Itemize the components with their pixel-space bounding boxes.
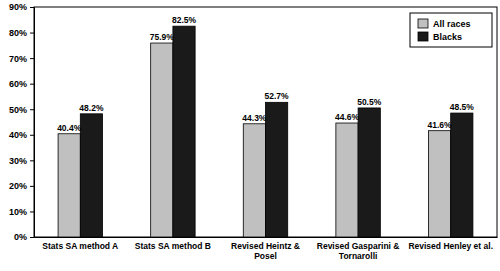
data-label: 82.5% <box>172 15 197 25</box>
plot: 0% 10% 20% 30% 40% 50% 60% 70% 80% 90% Stats SA me… <box>9 2 498 261</box>
bars <box>58 26 473 237</box>
bar <box>428 131 450 237</box>
y-tick-label: 0% <box>14 232 27 242</box>
x-tick: Revised Heintz &Posel <box>231 237 300 261</box>
plot-frame <box>34 7 497 237</box>
data-label: 41.6% <box>428 120 453 130</box>
bar <box>243 124 265 237</box>
y-tick: 0% <box>14 232 34 242</box>
data-label: 48.5% <box>450 102 475 112</box>
legend-swatch <box>418 32 428 41</box>
chart: 0% 10% 20% 30% 40% 50% 60% 70% 80% 90% Stats SA me… <box>0 0 500 271</box>
y-tick: 60% <box>9 79 34 89</box>
x-tick-label-line: Stats SA method B <box>135 241 211 251</box>
y-tick-label: 90% <box>9 2 27 12</box>
x-tick-label-line: Revised Gasparini & <box>317 241 400 251</box>
legend-label: Blacks <box>433 32 462 42</box>
y-tick: 30% <box>9 156 34 166</box>
bar <box>173 26 195 237</box>
y-tick-label: 10% <box>9 207 27 217</box>
x-tick-label-line: Tornarolli <box>339 251 378 261</box>
y-tick-mark <box>30 33 34 34</box>
data-label: 75.9% <box>150 32 175 42</box>
y-tick-label: 30% <box>9 156 27 166</box>
y-axis: 0% 10% 20% 30% 40% 50% 60% 70% 80% 90% <box>9 2 35 242</box>
bar <box>358 108 380 237</box>
y-tick-label: 60% <box>9 79 27 89</box>
x-tick-label-line: Revised Henley et al. <box>408 241 493 251</box>
y-tick-mark <box>30 211 34 212</box>
x-tick-label-line: Posel <box>254 251 277 261</box>
legend-label: All races <box>433 19 471 29</box>
x-tick-label: Revised Henley et al. <box>408 241 493 251</box>
bar <box>336 123 358 237</box>
bar <box>80 114 102 237</box>
y-tick-mark <box>30 7 34 8</box>
y-tick: 10% <box>9 207 34 217</box>
y-tick-label: 70% <box>9 53 27 63</box>
y-tick: 50% <box>9 105 34 115</box>
y-tick-mark <box>30 186 34 187</box>
data-label: 44.3% <box>242 113 267 123</box>
y-tick: 90% <box>9 2 34 12</box>
legend-box <box>410 13 492 47</box>
y-tick-mark <box>30 58 34 59</box>
data-label: 44.6% <box>335 112 360 122</box>
y-tick: 40% <box>9 130 34 140</box>
bar <box>58 134 80 237</box>
x-tick: Stats SA method B <box>135 237 211 251</box>
y-tick-label: 50% <box>9 105 27 115</box>
x-tick: Revised Henley et al. <box>408 237 493 251</box>
y-tick-label: 80% <box>9 28 27 38</box>
data-label: 48.2% <box>79 103 104 113</box>
x-tick-label: Stats SA method B <box>135 241 211 251</box>
data-label: 40.4% <box>57 123 82 133</box>
y-tick-mark <box>30 160 34 161</box>
data-label: 52.7% <box>265 91 290 101</box>
y-tick-mark <box>30 84 34 85</box>
legend: All races Blacks <box>410 13 492 47</box>
y-tick-label: 40% <box>9 130 27 140</box>
y-tick-mark <box>30 109 34 110</box>
y-tick: 70% <box>9 53 34 63</box>
bar <box>151 43 173 237</box>
data-label: 50.5% <box>357 97 382 107</box>
y-tick: 80% <box>9 28 34 38</box>
bar <box>266 102 288 237</box>
x-tick-label-line: Stats SA method A <box>42 241 118 251</box>
x-tick: Revised Gasparini &Tornarolli <box>317 237 400 261</box>
legend-swatch <box>418 19 428 28</box>
y-tick-mark <box>30 135 34 136</box>
x-tick-label: Revised Heintz &Posel <box>231 241 300 261</box>
y-tick-label: 20% <box>9 181 27 191</box>
bar <box>451 113 473 237</box>
x-tick-label-line: Revised Heintz & <box>231 241 300 251</box>
x-tick-label: Stats SA method A <box>42 241 118 251</box>
x-tick: Stats SA method A <box>42 237 118 251</box>
x-tick-label: Revised Gasparini &Tornarolli <box>317 241 400 261</box>
x-axis: Stats SA method A Stats SA method B Revise… <box>35 237 498 261</box>
y-tick: 20% <box>9 181 34 191</box>
y-tick-mark <box>30 237 34 238</box>
